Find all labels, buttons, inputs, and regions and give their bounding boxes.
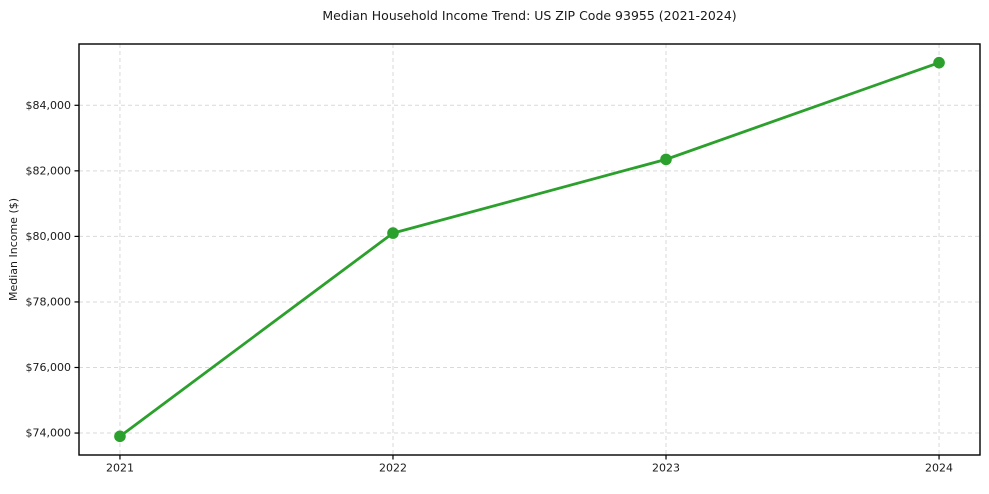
y-tick-label: $82,000 bbox=[26, 164, 72, 177]
y-axis-label: Median Income ($) bbox=[7, 198, 20, 301]
y-tick-label: $78,000 bbox=[26, 295, 72, 308]
data-point-marker bbox=[660, 153, 672, 166]
x-tick-labels: 2021 2022 2023 2024 bbox=[106, 462, 953, 475]
plot-border bbox=[78, 43, 981, 456]
x-tick-label: 2022 bbox=[379, 462, 407, 475]
data-point-marker bbox=[114, 430, 126, 443]
y-tick-label: $74,000 bbox=[26, 427, 72, 440]
x-tick-label: 2021 bbox=[106, 462, 134, 475]
trend-line-series bbox=[114, 56, 945, 443]
x-tick-label: 2024 bbox=[925, 462, 953, 475]
chart-title: Median Household Income Trend: US ZIP Co… bbox=[322, 8, 736, 23]
data-point-marker bbox=[933, 56, 945, 69]
y-tick-label: $76,000 bbox=[26, 361, 72, 374]
data-point-marker bbox=[387, 227, 399, 239]
trend-line bbox=[118, 61, 941, 438]
axis-tick-marks bbox=[74, 104, 940, 460]
y-tick-label: $80,000 bbox=[26, 230, 72, 243]
gridlines bbox=[79, 44, 980, 455]
x-tick-label: 2023 bbox=[652, 462, 680, 475]
y-tick-label: $84,000 bbox=[26, 99, 72, 112]
y-tick-labels: $74,000 $76,000 $78,000 $80,000 $82,000 $84,0… bbox=[26, 99, 72, 440]
